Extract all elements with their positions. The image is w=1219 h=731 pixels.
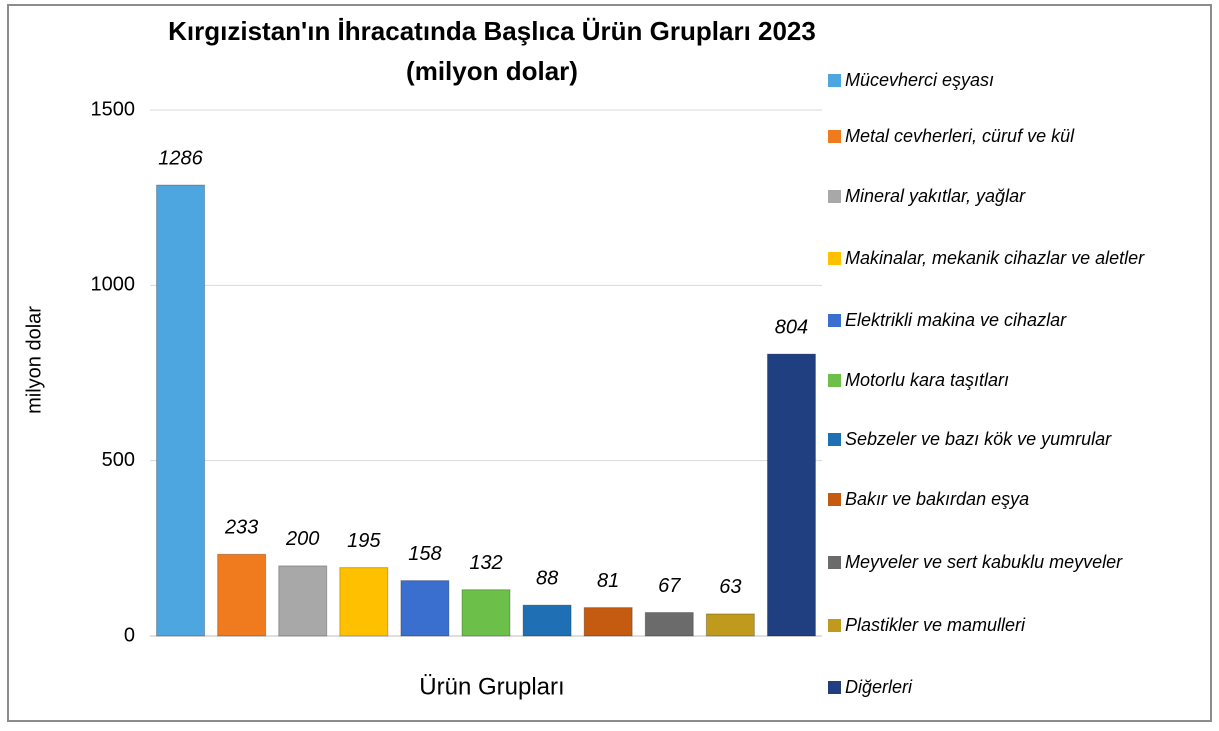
bar — [583, 607, 633, 637]
data-label: 88 — [536, 567, 558, 589]
legend-label: Elektrikli makina ve cihazlar — [845, 310, 1067, 330]
legend-label: Sebzeler ve bazı kök ve yumrular — [845, 429, 1112, 449]
legend-item: Makinalar, mekanik cihazlar ve aletler — [828, 244, 1144, 273]
legend-item: Mineral yakıtlar, yağlar — [828, 182, 1025, 211]
legend-swatch — [828, 433, 841, 446]
legend-label: Plastikler ve mamulleri — [845, 615, 1026, 635]
data-label: 1286 — [158, 147, 203, 169]
legend-item: Metal cevherleri, cüruf ve kül — [828, 122, 1074, 151]
chart-title: Kırgızistan'ın İhracatında Başlıca Ürün … — [168, 16, 816, 46]
data-label: 233 — [224, 517, 258, 539]
y-tick-label: 1500 — [91, 98, 136, 120]
legend-swatch — [828, 252, 841, 265]
legend-label: Meyveler ve sert kabuklu meyveler — [845, 552, 1123, 572]
bar — [339, 567, 389, 637]
legend-label: Metal cevherleri, cüruf ve kül — [845, 126, 1075, 146]
legend-swatch — [828, 130, 841, 143]
chart-subtitle: (milyon dolar) — [406, 56, 578, 86]
legend-swatch — [828, 619, 841, 632]
legend-label: Motorlu kara taşıtları — [845, 370, 1010, 390]
legend-label: Mücevherci eşyası — [845, 70, 995, 90]
legend-swatch — [828, 556, 841, 569]
legend-label: Diğerleri — [845, 677, 913, 697]
bar — [400, 580, 450, 637]
bar — [217, 553, 267, 637]
bar — [278, 565, 328, 637]
legend-item: Sebzeler ve bazı kök ve yumrular — [828, 425, 1111, 454]
data-label: 81 — [597, 570, 619, 592]
data-label: 63 — [719, 576, 741, 598]
legend-label: Mineral yakıtlar, yağlar — [845, 186, 1026, 206]
bar — [461, 589, 511, 637]
bar — [766, 353, 816, 637]
legend-swatch — [828, 74, 841, 87]
legend-label: Bakır ve bakırdan eşya — [845, 489, 1030, 509]
legend-label: Makinalar, mekanik cihazlar ve aletler — [845, 248, 1145, 268]
legend-item: Motorlu kara taşıtları — [828, 366, 1009, 395]
legend-item: Meyveler ve sert kabuklu meyveler — [828, 548, 1122, 577]
data-label: 158 — [408, 543, 441, 565]
data-label: 132 — [469, 552, 502, 574]
frame — [7, 4, 1212, 722]
x-axis-label: Ürün Grupları — [419, 673, 564, 700]
legend-swatch — [828, 190, 841, 203]
bar — [705, 613, 755, 637]
legend-item: Bakır ve bakırdan eşya — [828, 485, 1029, 514]
legend-item: Diğerleri — [828, 673, 912, 702]
data-label: 200 — [285, 528, 319, 550]
y-tick-label: 0 — [124, 624, 135, 646]
bar — [156, 184, 206, 637]
data-label: 804 — [775, 316, 808, 338]
legend-swatch — [828, 314, 841, 327]
y-tick-label: 500 — [102, 449, 135, 471]
data-label: 195 — [347, 530, 381, 552]
legend-item: Mücevherci eşyası — [828, 66, 994, 95]
legend-item: Plastikler ve mamulleri — [828, 611, 1025, 640]
legend-swatch — [828, 374, 841, 387]
legend-item: Elektrikli makina ve cihazlar — [828, 306, 1066, 335]
data-label: 67 — [658, 575, 681, 597]
legend-swatch — [828, 493, 841, 506]
bar — [522, 604, 572, 637]
y-axis-label: milyon dolar — [23, 306, 45, 414]
bar — [644, 612, 694, 637]
legend-swatch — [828, 681, 841, 694]
y-tick-label: 1000 — [91, 274, 136, 296]
